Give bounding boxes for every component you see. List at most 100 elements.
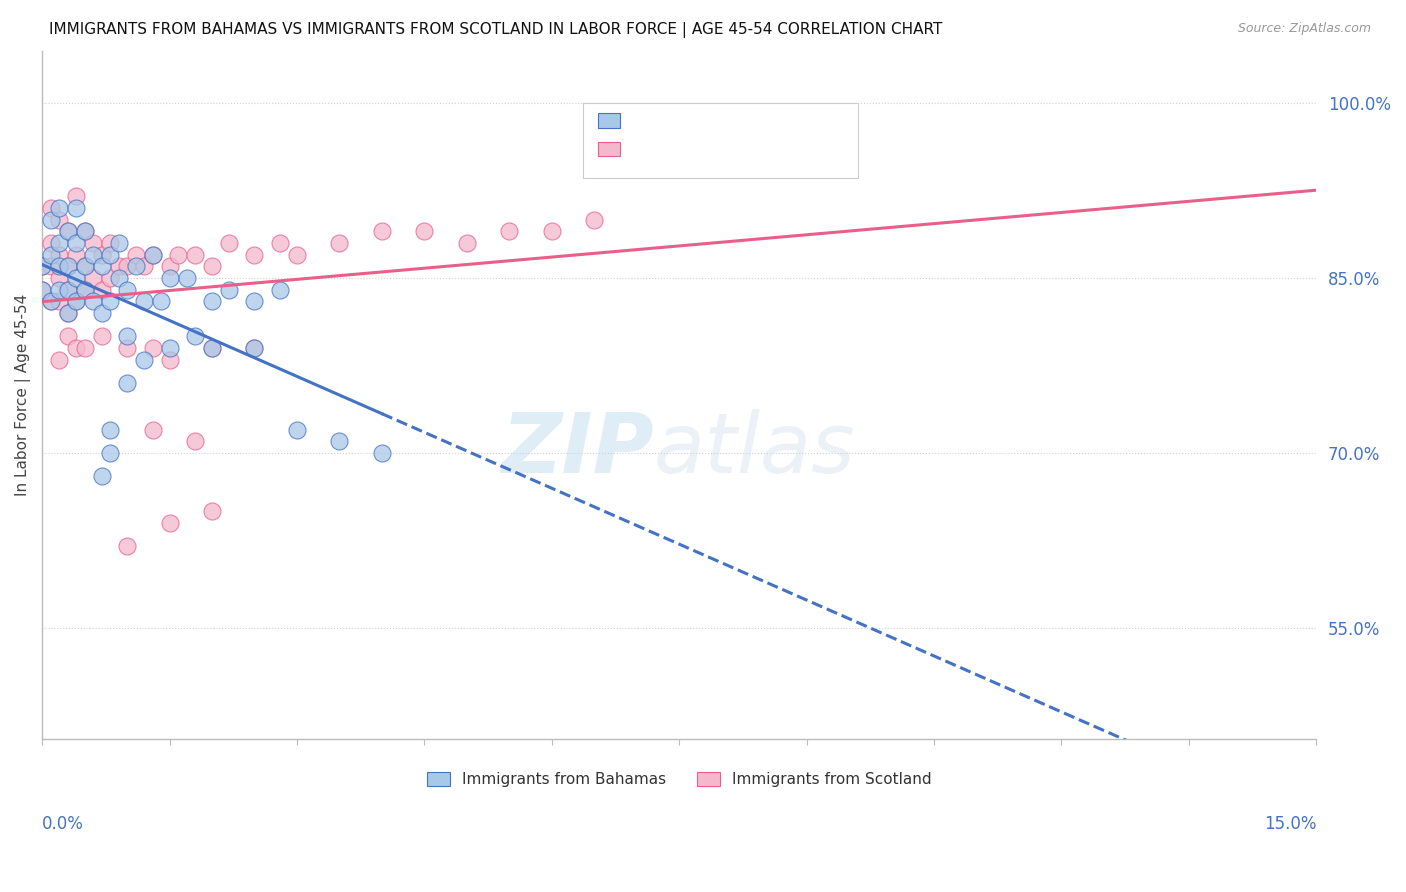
Legend: Immigrants from Bahamas, Immigrants from Scotland: Immigrants from Bahamas, Immigrants from… — [420, 765, 938, 793]
Point — [65, 201, 87, 215]
Point — [73, 224, 96, 238]
Point — [107, 260, 129, 274]
Point — [90, 329, 112, 343]
Point — [48, 283, 70, 297]
Point — [285, 423, 308, 437]
Point — [82, 236, 104, 251]
Point — [132, 260, 155, 274]
Point — [56, 283, 79, 297]
Point — [73, 341, 96, 355]
Point — [150, 294, 173, 309]
Point — [583, 212, 606, 227]
Point — [39, 248, 62, 262]
Point — [65, 189, 87, 203]
Point — [141, 341, 163, 355]
Point — [65, 248, 87, 262]
Point — [218, 283, 240, 297]
Point — [98, 446, 121, 460]
Point — [184, 434, 207, 449]
Point — [90, 469, 112, 483]
Text: atlas: atlas — [654, 409, 855, 491]
Point — [65, 294, 87, 309]
Point — [90, 283, 112, 297]
Point — [201, 294, 224, 309]
Point — [31, 260, 53, 274]
Point — [132, 352, 155, 367]
Point — [184, 248, 207, 262]
Point — [201, 504, 224, 518]
Point — [82, 271, 104, 285]
Point — [115, 539, 138, 553]
Point — [48, 260, 70, 274]
Point — [124, 248, 146, 262]
Point — [107, 271, 129, 285]
Point — [31, 260, 53, 274]
Point — [31, 283, 53, 297]
Point — [115, 283, 138, 297]
Point — [115, 260, 138, 274]
Text: R = 0.148   N = 52: R = 0.148 N = 52 — [630, 112, 780, 127]
Point — [498, 224, 520, 238]
Point — [115, 341, 138, 355]
Point — [184, 329, 207, 343]
Point — [90, 260, 112, 274]
Point — [107, 236, 129, 251]
Point — [124, 260, 146, 274]
Point — [82, 294, 104, 309]
Point — [56, 224, 79, 238]
Point — [90, 248, 112, 262]
Point — [56, 306, 79, 320]
Point — [115, 376, 138, 390]
Point — [56, 329, 79, 343]
Point — [141, 248, 163, 262]
Point — [39, 294, 62, 309]
Point — [328, 434, 350, 449]
Point — [56, 224, 79, 238]
Point — [98, 294, 121, 309]
Point — [141, 248, 163, 262]
Point — [167, 248, 190, 262]
Text: R = 0.381   N = 61: R = 0.381 N = 61 — [630, 141, 780, 155]
Point — [159, 352, 181, 367]
Point — [48, 294, 70, 309]
Point — [39, 212, 62, 227]
Point — [39, 201, 62, 215]
Point — [48, 212, 70, 227]
Point — [73, 260, 96, 274]
Point — [243, 248, 266, 262]
Point — [31, 283, 53, 297]
Point — [115, 329, 138, 343]
Point — [159, 271, 181, 285]
Point — [132, 294, 155, 309]
Point — [73, 283, 96, 297]
Point — [73, 224, 96, 238]
Point — [48, 248, 70, 262]
Point — [201, 341, 224, 355]
Point — [413, 224, 436, 238]
Point — [328, 236, 350, 251]
Point — [201, 341, 224, 355]
Point — [82, 248, 104, 262]
Point — [39, 294, 62, 309]
Point — [243, 341, 266, 355]
Point — [39, 236, 62, 251]
Point — [371, 446, 394, 460]
Text: 0.0%: 0.0% — [42, 814, 84, 832]
Point — [285, 248, 308, 262]
Point — [73, 260, 96, 274]
Point — [159, 516, 181, 530]
Point — [48, 352, 70, 367]
Point — [141, 423, 163, 437]
Text: ZIP: ZIP — [501, 409, 654, 491]
Point — [159, 341, 181, 355]
Point — [176, 271, 198, 285]
Point — [56, 260, 79, 274]
Point — [540, 224, 562, 238]
Point — [218, 236, 240, 251]
Text: IMMIGRANTS FROM BAHAMAS VS IMMIGRANTS FROM SCOTLAND IN LABOR FORCE | AGE 45-54 C: IMMIGRANTS FROM BAHAMAS VS IMMIGRANTS FR… — [49, 22, 942, 38]
Point — [159, 260, 181, 274]
Point — [65, 341, 87, 355]
Text: Source: ZipAtlas.com: Source: ZipAtlas.com — [1237, 22, 1371, 36]
Point — [48, 271, 70, 285]
Point — [243, 294, 266, 309]
